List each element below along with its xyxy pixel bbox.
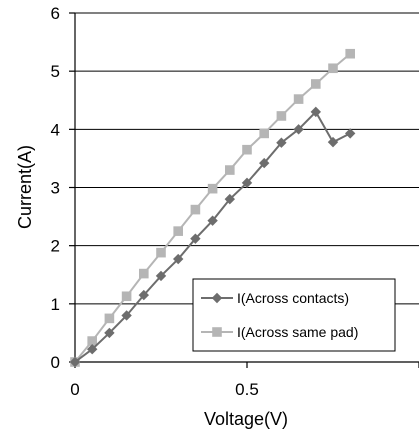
data-point — [276, 111, 287, 121]
data-point — [293, 124, 304, 135]
series-1 — [69, 106, 356, 368]
data-point — [241, 177, 253, 189]
data-point — [104, 313, 115, 324]
data-point — [242, 144, 252, 155]
legend-label: I(Across contacts) — [237, 290, 349, 306]
y-tick-label: 3 — [51, 179, 60, 198]
legend-item: I(Across contacts) — [201, 290, 349, 306]
y-axis-label: Current(A) — [15, 145, 35, 229]
data-point — [327, 136, 339, 148]
legend-marker — [211, 292, 223, 304]
data-point — [173, 253, 184, 265]
y-tick-label: 5 — [51, 62, 60, 81]
data-point — [259, 157, 270, 169]
y-tick-label: 4 — [51, 120, 60, 139]
legend-item: I(Across same pad) — [201, 324, 358, 340]
series-layer — [69, 48, 356, 368]
data-point — [69, 356, 81, 368]
data-point — [207, 183, 218, 194]
data-point — [293, 94, 304, 104]
series-2 — [70, 48, 355, 367]
data-point — [207, 215, 218, 226]
data-point — [259, 128, 269, 139]
data-point — [139, 268, 149, 279]
data-point — [311, 79, 321, 89]
legend-box — [192, 278, 396, 352]
data-point — [276, 137, 287, 148]
data-point — [156, 247, 166, 258]
legend-label: I(Across same pad) — [237, 324, 358, 340]
data-point — [104, 327, 115, 339]
data-point — [121, 291, 132, 302]
data-point — [328, 63, 338, 74]
data-point — [225, 165, 235, 175]
x-tick-label: 0.5 — [235, 380, 259, 399]
x-axis-label: Voltage(V) — [204, 409, 288, 429]
y-tick-label: 1 — [51, 295, 60, 314]
data-point — [121, 310, 132, 321]
data-point — [224, 193, 235, 205]
data-point — [310, 106, 321, 118]
data-point — [173, 226, 183, 236]
data-point — [87, 344, 98, 355]
data-point — [190, 233, 201, 244]
legend-marker — [212, 327, 222, 337]
data-point — [345, 48, 355, 59]
data-point — [87, 336, 97, 346]
data-point — [190, 204, 201, 215]
y-tick-label: 0 — [51, 353, 60, 372]
data-point — [345, 128, 356, 139]
y-tick-label: 6 — [51, 4, 60, 23]
data-point — [155, 270, 167, 282]
y-tick-label: 2 — [51, 237, 60, 256]
grid-lines — [75, 12, 419, 305]
legend: I(Across contacts) I(Across same pad) — [192, 278, 396, 352]
x-tick-label: 0 — [70, 380, 79, 399]
data-point — [138, 289, 149, 301]
